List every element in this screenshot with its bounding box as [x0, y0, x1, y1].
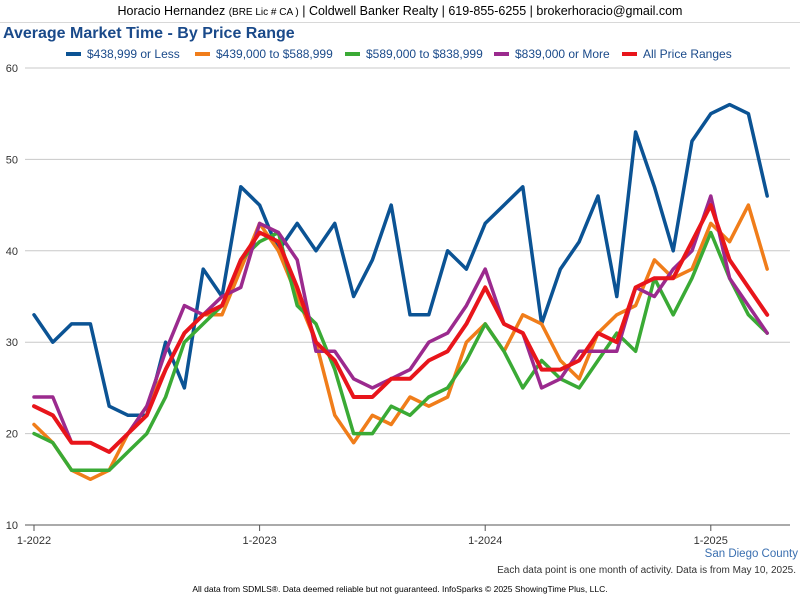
data-note: Each data point is one month of activity… [497, 565, 796, 576]
series-line-2 [32, 230, 769, 472]
legend-label-1: $439,000 to $588,999 [216, 47, 333, 61]
y-tick-label: 50 [6, 154, 18, 166]
license-text: (BRE Lic # CA ) [228, 7, 299, 18]
header-bar: Horacio Hernandez (BRE Lic # CA ) | Cold… [0, 0, 800, 23]
y-tick-label: 10 [6, 520, 18, 532]
x-tick-label: 1-2024 [468, 535, 502, 547]
y-tick-label: 30 [6, 337, 18, 349]
company-contact: | Coldwell Banker Realty | 619-855-6255 … [302, 4, 683, 18]
chart-title: Average Market Time - By Price Range [3, 25, 295, 42]
legend-label-3: $839,000 or More [515, 47, 610, 61]
legend-label-4: All Price Ranges [643, 47, 732, 61]
x-tick-label: 1-2025 [694, 535, 728, 547]
series-line-3 [32, 194, 769, 454]
legend-label-0: $438,999 or Less [87, 47, 180, 61]
legend-label-2: $589,000 to $838,999 [366, 47, 483, 61]
y-tick-label: 40 [6, 246, 18, 258]
agent-name: Horacio Hernandez [117, 4, 226, 18]
y-tick-label: 60 [6, 63, 18, 75]
series-line-0 [32, 102, 769, 418]
series-line-4 [32, 203, 770, 454]
footer-disclaimer: All data from SDMLS®. Data deemed reliab… [192, 584, 608, 594]
y-tick-label: 20 [6, 429, 18, 441]
x-tick-label: 1-2022 [17, 535, 51, 547]
x-tick-label: 1-2023 [242, 535, 276, 547]
region-label: San Diego County [704, 548, 798, 560]
